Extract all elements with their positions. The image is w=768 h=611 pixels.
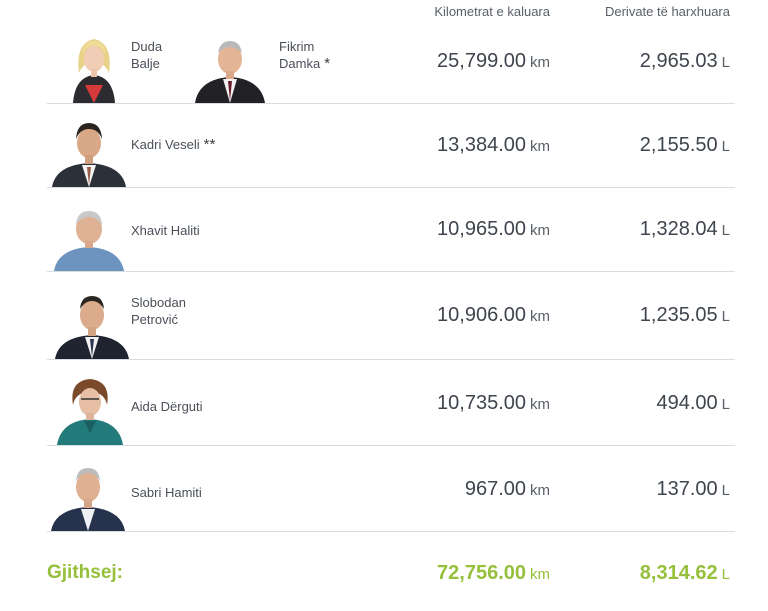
avatar [55, 33, 133, 103]
table-row: Sabri Hamiti 967.00 km 137.00 L [47, 446, 735, 532]
fuel-value: 2,965.03 L [639, 50, 730, 72]
table-row: Kadri Veseli ** 13,384.00 km 2,155.50 L [47, 104, 735, 188]
avatar [51, 375, 129, 445]
km-value: 10,906.00 km [437, 304, 550, 326]
column-header-km: Kilometrat e kaluara [434, 4, 550, 19]
fuel-value: 1,328.04 L [639, 218, 730, 240]
km-value: 10,735.00 km [437, 392, 550, 414]
column-header-fuel: Derivate të harxhuara [604, 4, 730, 19]
person-name: Slobodan Petrović [131, 295, 186, 327]
avatar [50, 201, 128, 271]
avatar [49, 461, 127, 531]
person-name: Aida Dërguti [131, 399, 203, 414]
table-row: Xhavit Haliti 10,965.00 km 1,328.04 L [47, 188, 735, 272]
table-row: Aida Dërguti 10,735.00 km 494.00 L [47, 360, 735, 446]
total-row: Gjithsej: 72,756.00 km 8,314.62 L [47, 560, 735, 590]
person-name: Sabri Hamiti [131, 485, 202, 500]
fuel-value: 1,235.05 L [639, 304, 730, 326]
km-value: 13,384.00 km [437, 134, 550, 156]
table-row: Slobodan Petrović 10,906.00 km 1,235.05 L [47, 272, 735, 360]
total-km-value: 72,756.00 km [437, 562, 550, 584]
avatar [191, 33, 269, 103]
km-value: 10,965.00 km [437, 218, 550, 240]
person-name: Fikrim Damka * [279, 39, 331, 72]
km-value: 967.00 km [464, 478, 550, 500]
note-stars: * [324, 55, 331, 72]
note-stars: ** [203, 136, 216, 153]
avatar [53, 289, 131, 359]
table-row: Duda Balje Fikrim Da [47, 24, 735, 104]
person-name: Duda Balje [131, 39, 163, 71]
person-name: Xhavit Haliti [131, 223, 200, 238]
km-value: 25,799.00 km [437, 50, 550, 72]
fuel-value: 2,155.50 L [639, 134, 730, 156]
fuel-value: 137.00 L [656, 478, 730, 500]
fuel-value: 494.00 L [656, 392, 730, 414]
avatar [50, 117, 128, 187]
total-label: Gjithsej: [47, 562, 124, 583]
person-name: Kadri Veseli ** [131, 136, 216, 153]
total-fuel-value: 8,314.62 L [639, 562, 730, 584]
